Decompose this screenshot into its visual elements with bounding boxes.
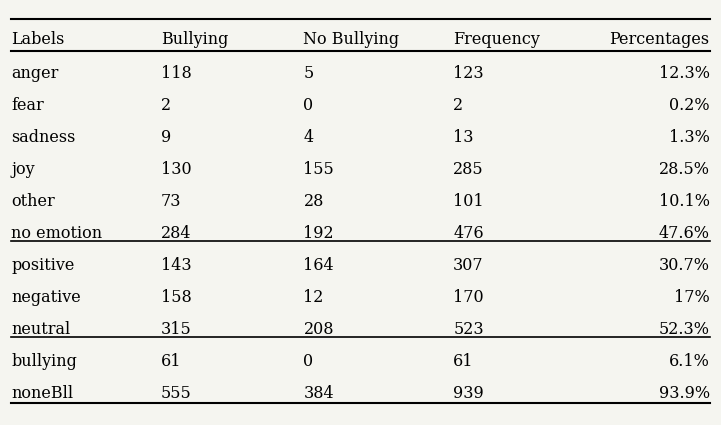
Text: 1.3%: 1.3%: [669, 129, 709, 146]
Text: 30.7%: 30.7%: [659, 257, 709, 274]
Text: 2: 2: [453, 96, 464, 113]
Text: 101: 101: [453, 193, 484, 210]
Text: anger: anger: [12, 65, 58, 82]
Text: 17%: 17%: [674, 289, 709, 306]
Text: 0: 0: [304, 353, 314, 370]
Text: Bullying: Bullying: [161, 31, 229, 48]
Text: neutral: neutral: [12, 321, 71, 338]
Text: 0.2%: 0.2%: [669, 96, 709, 113]
Text: 47.6%: 47.6%: [659, 225, 709, 242]
Text: 130: 130: [161, 161, 192, 178]
Text: 6.1%: 6.1%: [669, 353, 709, 370]
Text: 61: 61: [453, 353, 474, 370]
Text: 939: 939: [453, 385, 484, 402]
Text: 523: 523: [453, 321, 484, 338]
Text: negative: negative: [12, 289, 81, 306]
Text: 284: 284: [161, 225, 192, 242]
Text: fear: fear: [12, 96, 44, 113]
Text: 28: 28: [304, 193, 324, 210]
Text: 2: 2: [161, 96, 171, 113]
Text: 118: 118: [161, 65, 192, 82]
Text: 12.3%: 12.3%: [659, 65, 709, 82]
Text: 307: 307: [453, 257, 484, 274]
Text: No Bullying: No Bullying: [304, 31, 399, 48]
Text: positive: positive: [12, 257, 75, 274]
Text: 10.1%: 10.1%: [659, 193, 709, 210]
Text: 170: 170: [453, 289, 484, 306]
Text: noneBll: noneBll: [12, 385, 74, 402]
Text: 476: 476: [453, 225, 484, 242]
Text: 73: 73: [161, 193, 182, 210]
Text: 52.3%: 52.3%: [659, 321, 709, 338]
Text: 61: 61: [161, 353, 182, 370]
Text: 0: 0: [304, 96, 314, 113]
Text: 123: 123: [453, 65, 484, 82]
Text: joy: joy: [12, 161, 35, 178]
Text: 208: 208: [304, 321, 334, 338]
Text: 93.9%: 93.9%: [658, 385, 709, 402]
Text: 155: 155: [304, 161, 335, 178]
Text: Percentages: Percentages: [609, 31, 709, 48]
Text: no emotion: no emotion: [12, 225, 102, 242]
Text: sadness: sadness: [12, 129, 76, 146]
Text: 5: 5: [304, 65, 314, 82]
Text: 143: 143: [161, 257, 192, 274]
Text: 4: 4: [304, 129, 314, 146]
Text: 9: 9: [161, 129, 171, 146]
Text: 315: 315: [161, 321, 192, 338]
Text: bullying: bullying: [12, 353, 77, 370]
Text: 192: 192: [304, 225, 334, 242]
Text: 555: 555: [161, 385, 192, 402]
Text: 384: 384: [304, 385, 334, 402]
Text: 13: 13: [453, 129, 474, 146]
Text: 12: 12: [304, 289, 324, 306]
Text: Frequency: Frequency: [453, 31, 540, 48]
Text: Labels: Labels: [12, 31, 65, 48]
Text: other: other: [12, 193, 55, 210]
Text: 164: 164: [304, 257, 334, 274]
Text: 285: 285: [453, 161, 484, 178]
Text: 28.5%: 28.5%: [659, 161, 709, 178]
Text: 158: 158: [161, 289, 192, 306]
